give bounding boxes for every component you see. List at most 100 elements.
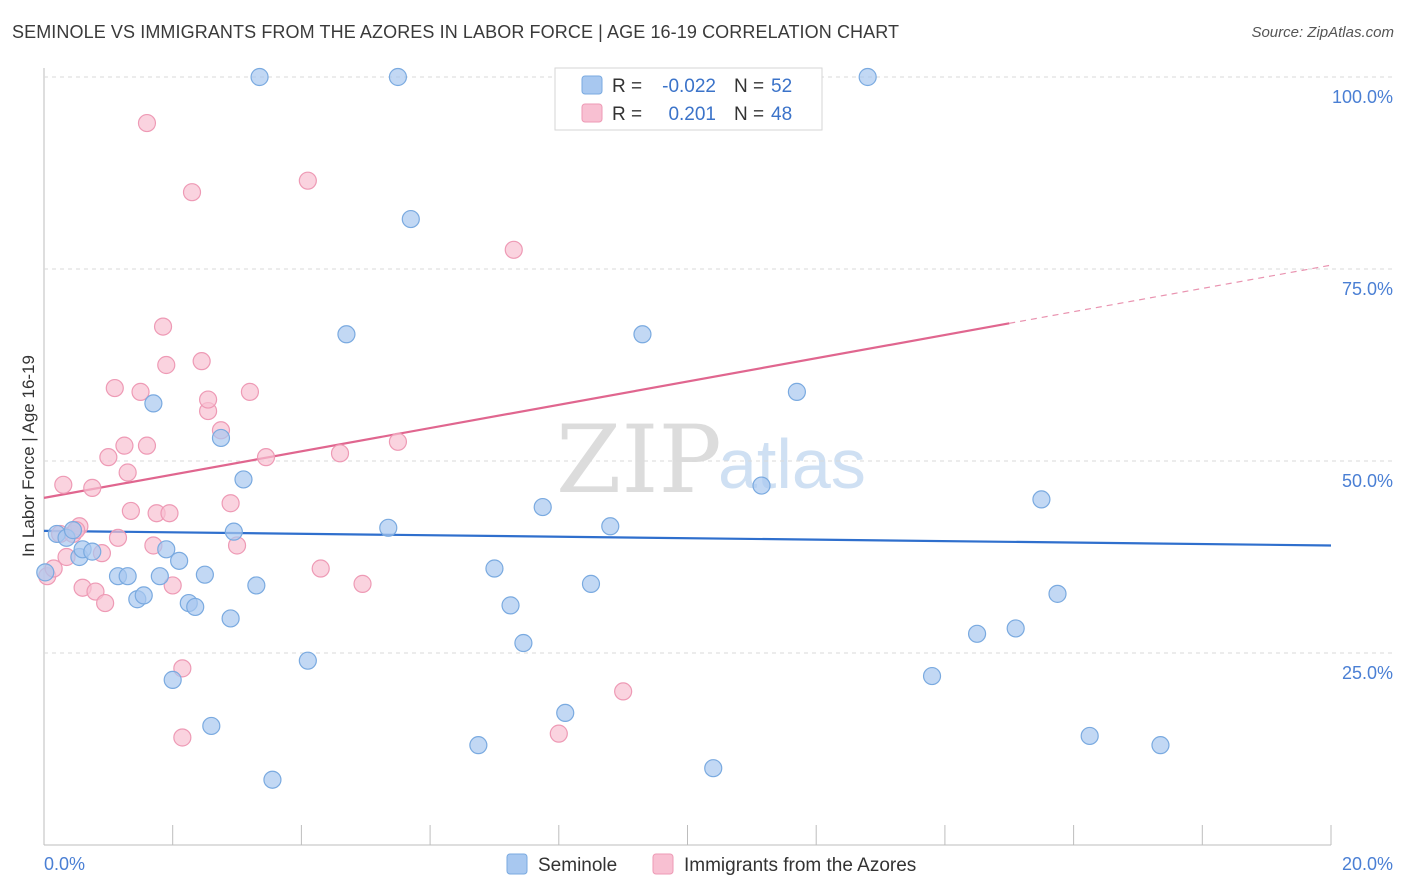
seminole-point-27 bbox=[298, 651, 317, 670]
trend-line-series-1 bbox=[43, 322, 1010, 499]
seminole-point-47 bbox=[1006, 619, 1025, 638]
azores-point-9 bbox=[83, 478, 102, 497]
seminole-point-0 bbox=[36, 563, 55, 582]
legend-n-value-azores: 48 bbox=[771, 104, 792, 125]
azores-point-42 bbox=[353, 574, 372, 593]
legend-n-value-seminole: 52 bbox=[771, 76, 792, 97]
seminole-point-28 bbox=[337, 325, 356, 344]
seminole-point-12 bbox=[150, 567, 169, 586]
legend-r-label-2: R = bbox=[612, 104, 642, 125]
seminole-point-43 bbox=[787, 382, 806, 401]
legend-n-label-1: N = bbox=[734, 76, 764, 97]
trend-line-extension-series-1 bbox=[1009, 264, 1332, 324]
seminole-point-31 bbox=[401, 209, 420, 229]
seminole-point-42 bbox=[752, 476, 771, 495]
gridlines bbox=[44, 76, 1393, 654]
series-legend: Seminole Immigrants from the Azores bbox=[506, 853, 916, 876]
seminole-point-26 bbox=[263, 770, 282, 789]
seminole-point-49 bbox=[1048, 584, 1067, 603]
y-tick-label-25: 25.0% bbox=[1342, 663, 1393, 683]
azores-point-21 bbox=[137, 113, 157, 133]
seminole-point-38 bbox=[581, 574, 601, 593]
seminole-point-32 bbox=[469, 736, 488, 755]
seminole-point-13 bbox=[157, 540, 176, 559]
seminole-point-39 bbox=[601, 517, 620, 536]
seminole-point-23 bbox=[234, 470, 253, 489]
seminole-point-50 bbox=[1080, 726, 1099, 746]
seminole-point-24 bbox=[247, 576, 266, 595]
legend-r-label-1: R = bbox=[612, 76, 642, 97]
legend-n-label-2: N = bbox=[734, 104, 764, 125]
azores-point-17 bbox=[118, 463, 137, 482]
legend-swatch-seminole bbox=[581, 75, 603, 95]
seminole-point-20 bbox=[211, 428, 231, 448]
x-axis-ticks bbox=[172, 825, 1332, 845]
azores-point-19 bbox=[131, 382, 150, 401]
azores-point-43 bbox=[388, 432, 408, 451]
seminole-point-19 bbox=[202, 716, 221, 736]
seminole-point-29 bbox=[379, 518, 398, 537]
azores-point-38 bbox=[256, 448, 276, 467]
legend-r-value-seminole: -0.022 bbox=[662, 76, 716, 97]
azores-point-26 bbox=[160, 504, 179, 523]
seminole-point-8 bbox=[118, 567, 137, 586]
azores-point-31 bbox=[192, 352, 211, 371]
seminole-point-41 bbox=[704, 759, 723, 778]
seminole-point-17 bbox=[186, 597, 205, 617]
watermark-atlas: atlas bbox=[718, 425, 866, 503]
bottom-legend-swatch-azores bbox=[652, 853, 674, 875]
azores-point-15 bbox=[108, 528, 128, 547]
seminole-point-40 bbox=[633, 325, 652, 344]
trend-lines bbox=[43, 264, 1332, 547]
azores-point-24 bbox=[153, 317, 173, 336]
azores-point-41 bbox=[330, 444, 350, 463]
azores-point-33 bbox=[198, 390, 218, 409]
y-tick-label-100: 100.0% bbox=[1332, 87, 1393, 107]
seminole-point-46 bbox=[967, 624, 987, 643]
seminole-point-45 bbox=[922, 666, 942, 686]
azores-point-13 bbox=[99, 448, 118, 467]
seminole-point-15 bbox=[170, 551, 189, 570]
seminole-point-51 bbox=[1151, 736, 1170, 755]
azores-point-44 bbox=[504, 240, 523, 259]
x-tick-label-max: 20.0% bbox=[1342, 854, 1393, 874]
seminole-point-33 bbox=[485, 559, 504, 578]
seminole-point-3 bbox=[63, 521, 83, 540]
seminole-point-30 bbox=[388, 67, 408, 87]
azores-point-16 bbox=[115, 436, 134, 455]
azores-point-46 bbox=[614, 682, 633, 701]
y-tick-label-75: 75.0% bbox=[1342, 279, 1393, 299]
azores-point-40 bbox=[311, 559, 330, 578]
azores-point-14 bbox=[105, 378, 124, 398]
data-points bbox=[36, 67, 1170, 789]
seminole-point-37 bbox=[556, 703, 575, 723]
azores-point-39 bbox=[298, 171, 317, 190]
y-tick-label-50: 50.0% bbox=[1342, 471, 1393, 491]
bottom-legend-label-azores: Immigrants from the Azores bbox=[684, 855, 916, 876]
bottom-legend-label-seminole: Seminole bbox=[538, 855, 617, 876]
azores-point-28 bbox=[173, 728, 192, 747]
y-tick-labels: 100.0% 75.0% 50.0% 25.0% bbox=[1332, 87, 1393, 683]
azores-point-37 bbox=[240, 382, 260, 401]
seminole-point-22 bbox=[224, 522, 243, 541]
azores-point-20 bbox=[137, 436, 157, 455]
trend-line-series-0 bbox=[43, 529, 1332, 547]
x-tick-label-min: 0.0% bbox=[44, 854, 85, 874]
legend-r-value-azores: 0.201 bbox=[668, 104, 716, 125]
seminole-point-10 bbox=[134, 586, 153, 605]
seminole-point-18 bbox=[195, 565, 214, 584]
azores-point-25 bbox=[157, 355, 176, 375]
azores-point-3 bbox=[54, 475, 73, 494]
seminole-point-11 bbox=[144, 394, 163, 413]
seminole-point-44 bbox=[858, 67, 877, 87]
seminole-point-25 bbox=[250, 67, 269, 87]
seminole-point-36 bbox=[533, 497, 552, 517]
seminole-point-35 bbox=[514, 633, 533, 653]
azores-point-18 bbox=[121, 501, 140, 521]
y-axis-label: In Labor Force | Age 16-19 bbox=[19, 355, 38, 557]
stats-legend: R = -0.022 N = 52 R = 0.201 N = 48 bbox=[554, 67, 823, 131]
azores-point-45 bbox=[549, 724, 568, 743]
azores-point-12 bbox=[96, 593, 115, 613]
seminole-point-48 bbox=[1032, 490, 1051, 509]
